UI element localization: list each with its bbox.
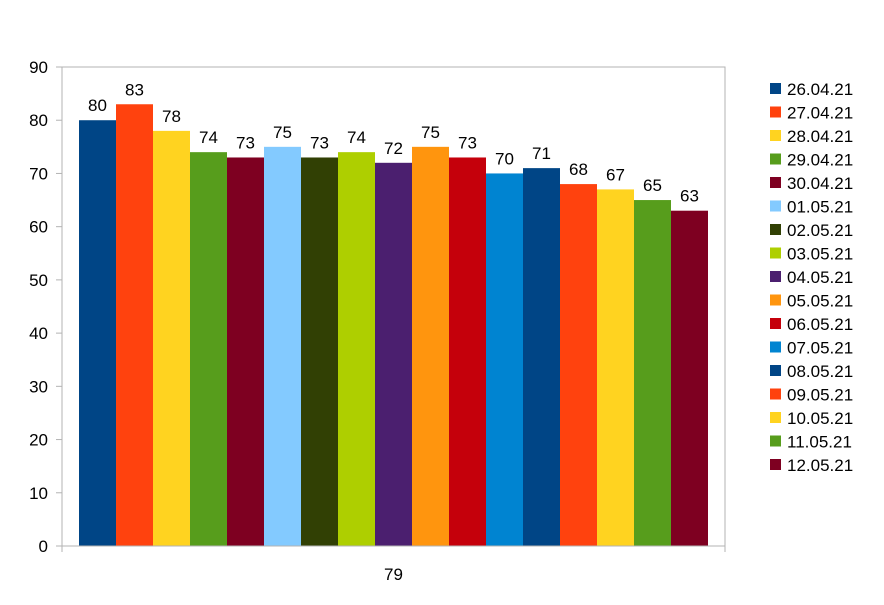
y-tick-label: 70 <box>29 164 48 183</box>
data-label-11.05.21: 65 <box>643 176 662 195</box>
y-tick-label: 40 <box>29 324 48 343</box>
data-label-09.05.21: 68 <box>569 160 588 179</box>
legend-label: 27.04.21 <box>787 104 853 123</box>
legend-swatch-10.05.21 <box>770 412 781 423</box>
data-label-28.04.21: 78 <box>162 107 181 126</box>
legend-swatch-11.05.21 <box>770 435 781 447</box>
legend-label: 06.05.21 <box>787 315 853 334</box>
bar-09.05.21 <box>560 184 597 547</box>
legend-swatch-02.05.21 <box>770 224 781 235</box>
legend-label: 09.05.21 <box>787 386 853 405</box>
y-tick-label: 80 <box>29 111 48 130</box>
legend-label: 08.05.21 <box>787 362 853 381</box>
bar-06.05.21 <box>449 157 486 546</box>
data-label-01.05.21: 75 <box>273 123 292 142</box>
y-tick-label: 90 <box>29 58 48 77</box>
data-label-26.04.21: 80 <box>88 96 107 115</box>
legend-label: 04.05.21 <box>787 268 853 287</box>
y-tick-label: 0 <box>39 537 48 556</box>
legend-label: 28.04.21 <box>787 127 853 146</box>
bars <box>79 104 708 547</box>
y-tick-label: 10 <box>29 484 48 503</box>
bar-10.05.21 <box>597 189 634 546</box>
legend-swatch-07.05.21 <box>770 341 781 353</box>
bar-11.05.21 <box>634 200 671 547</box>
legend-swatch-09.05.21 <box>770 388 781 400</box>
data-label-10.05.21: 67 <box>606 165 625 184</box>
data-label-30.04.21: 73 <box>236 133 255 152</box>
y-tick-label: 50 <box>29 271 48 290</box>
legend: 26.04.21 27.04.21 28.04.21 29.04.21 30.04.21… <box>770 80 853 475</box>
bar-04.05.21 <box>375 162 412 547</box>
bar-30.04.21 <box>227 157 264 546</box>
data-label-07.05.21: 70 <box>495 149 514 168</box>
legend-swatch-06.05.21 <box>770 318 781 329</box>
bar-27.04.21 <box>116 104 153 546</box>
bar-26.04.21 <box>79 120 116 546</box>
data-label-02.05.21: 73 <box>310 133 329 152</box>
legend-label: 05.05.21 <box>787 292 853 311</box>
bar-12.05.21 <box>671 210 708 546</box>
legend-swatch-26.04.21 <box>770 83 781 94</box>
bar-01.05.21 <box>264 146 301 547</box>
x-axis: 79 <box>62 545 726 584</box>
legend-label: 10.05.21 <box>787 409 853 428</box>
bar-07.05.21 <box>486 173 523 546</box>
bar-03.05.21 <box>338 152 375 546</box>
y-axis: 0 10 20 30 40 50 60 70 80 90 <box>29 58 63 556</box>
legend-label: 03.05.21 <box>787 245 853 264</box>
legend-label: 02.05.21 <box>787 221 853 240</box>
legend-swatch-03.05.21 <box>770 247 781 259</box>
legend-swatch-12.05.21 <box>770 459 781 470</box>
legend-swatch-30.04.21 <box>770 177 781 188</box>
x-category-label: 79 <box>384 565 403 584</box>
legend-swatch-27.04.21 <box>770 106 781 118</box>
data-label-03.05.21: 74 <box>347 128 366 147</box>
data-label-27.04.21: 83 <box>125 80 144 99</box>
legend-label: 11.05.21 <box>787 433 852 452</box>
data-label-04.05.21: 72 <box>384 139 403 158</box>
legend-swatch-28.04.21 <box>770 130 781 141</box>
legend-label: 29.04.21 <box>787 151 853 170</box>
data-label-06.05.21: 73 <box>458 133 477 152</box>
legend-swatch-01.05.21 <box>770 200 781 212</box>
y-tick-label: 60 <box>29 218 48 237</box>
data-label-29.04.21: 74 <box>199 128 218 147</box>
data-labels: 80 83 78 74 73 75 73 74 72 75 73 70 71 68 67 65 63 <box>88 80 699 205</box>
bar-05.05.21 <box>412 146 449 547</box>
legend-label: 26.04.21 <box>787 80 853 99</box>
data-label-05.05.21: 75 <box>421 123 440 142</box>
legend-swatch-05.05.21 <box>770 294 781 306</box>
bar-08.05.21 <box>523 168 560 546</box>
legend-label: 12.05.21 <box>787 456 853 475</box>
data-label-08.05.21: 71 <box>532 144 551 163</box>
legend-swatch-04.05.21 <box>770 271 781 282</box>
bar-29.04.21 <box>190 152 227 546</box>
data-label-12.05.21: 63 <box>680 187 699 206</box>
y-tick-label: 20 <box>29 431 48 450</box>
legend-swatch-08.05.21 <box>770 365 781 376</box>
bar-28.04.21 <box>153 130 190 546</box>
legend-label: 01.05.21 <box>787 198 853 217</box>
legend-swatch-29.04.21 <box>770 153 781 165</box>
legend-label: 30.04.21 <box>787 174 853 193</box>
y-tick-label: 30 <box>29 377 48 396</box>
legend-label: 07.05.21 <box>787 339 853 358</box>
bar-02.05.21 <box>301 157 338 546</box>
